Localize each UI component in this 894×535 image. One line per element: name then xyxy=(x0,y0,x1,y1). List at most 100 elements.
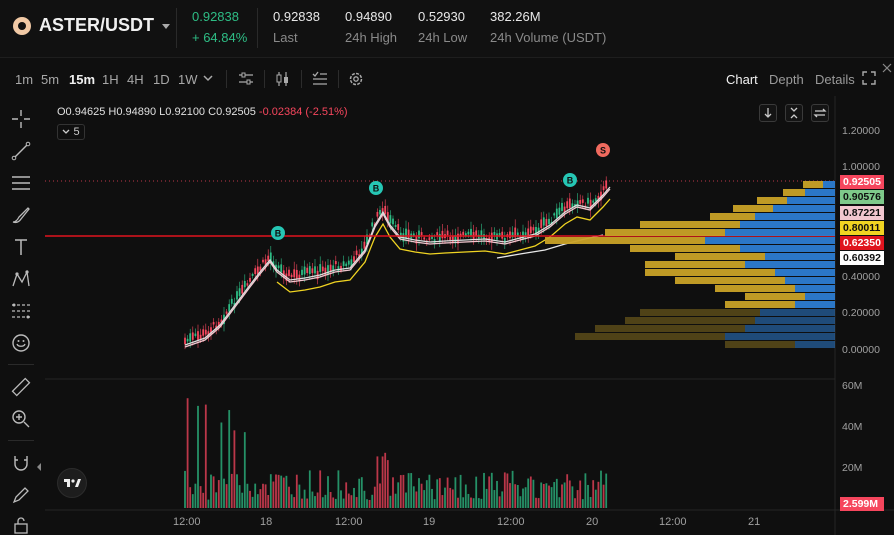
volume-profile-buy xyxy=(795,341,835,348)
volume-profile-buy xyxy=(755,317,835,324)
pair-selector[interactable]: ASTER/USDT xyxy=(13,15,171,36)
close-icon[interactable] xyxy=(881,62,893,74)
candle-body xyxy=(262,259,264,263)
horizontal-lines-icon[interactable] xyxy=(10,172,32,194)
candle-body xyxy=(228,304,231,312)
candle-body xyxy=(379,209,381,215)
candle-body xyxy=(542,217,545,226)
volume-profile-buy xyxy=(745,325,835,332)
candle-body xyxy=(457,233,459,244)
volume-bar xyxy=(581,499,584,508)
timeframe-5m[interactable]: 5m xyxy=(41,72,60,87)
candle-body xyxy=(259,266,262,271)
fib-icon[interactable] xyxy=(10,300,32,322)
timeframe-1m[interactable]: 1m xyxy=(15,72,34,87)
timeframe-1h[interactable]: 1H xyxy=(102,72,119,87)
volume-profile-sell xyxy=(675,253,765,260)
candlestick-icon[interactable] xyxy=(274,70,292,88)
volume-bar xyxy=(418,478,420,508)
volume-bar xyxy=(516,485,519,508)
chart-area[interactable]: B B B S O0.94625 H0.94890 L0.92100 C0.92505… xyxy=(45,96,894,535)
toolbar-divider xyxy=(226,70,227,88)
candle-body xyxy=(386,212,389,222)
volume-profile-sell xyxy=(725,341,795,348)
volume-bar xyxy=(509,483,511,508)
volume-bar xyxy=(288,486,290,508)
refresh-button[interactable] xyxy=(811,104,829,122)
tab-chart[interactable]: Chart xyxy=(726,72,758,87)
volume-bar xyxy=(568,480,571,508)
ma-line-pink xyxy=(184,188,611,348)
timeframe-15m[interactable]: 15m xyxy=(69,72,96,87)
timeframe-1d[interactable]: 1D xyxy=(153,72,170,87)
volume-profile-buy xyxy=(823,181,835,188)
volume-bar xyxy=(217,480,220,508)
trend-line-icon[interactable] xyxy=(10,140,32,162)
tradingview-logo[interactable] xyxy=(57,468,87,498)
volume-profile-buy xyxy=(740,221,835,228)
tab-details[interactable]: Details xyxy=(815,72,855,87)
volume-profile-sell xyxy=(725,301,795,308)
volume-profile-sell xyxy=(630,245,740,252)
indicators-toggle[interactable]: 5 xyxy=(57,124,85,140)
candle-body xyxy=(199,334,202,340)
volume-bar xyxy=(561,484,563,508)
volume-profile-sell xyxy=(745,293,805,300)
volume-bar xyxy=(212,476,215,508)
candle-body xyxy=(594,198,597,202)
volume-bar xyxy=(184,470,186,508)
gear-icon[interactable] xyxy=(347,70,365,88)
ohlc-readout: O0.94625 H0.94890 L0.92100 C0.92505 -0.0… xyxy=(57,106,348,118)
chevron-left-icon[interactable] xyxy=(36,462,42,472)
volume-bar xyxy=(514,484,517,508)
volume-bar xyxy=(350,495,353,508)
pattern-icon[interactable] xyxy=(10,268,32,290)
volume-profile-buy xyxy=(805,293,835,300)
candle-body xyxy=(397,224,400,231)
candle-body xyxy=(412,233,415,237)
timeframe-4h[interactable]: 4H xyxy=(127,72,144,87)
stat-value: 0.92838 xyxy=(273,9,320,24)
volume-bar xyxy=(464,484,467,508)
ruler-icon[interactable] xyxy=(10,376,32,398)
text-tool-icon[interactable] xyxy=(10,236,32,258)
tab-depth[interactable]: Depth xyxy=(769,72,804,87)
chevron-down-icon[interactable] xyxy=(202,72,214,84)
candle-body xyxy=(436,232,439,236)
candlestick-chart[interactable]: B B B S xyxy=(45,96,894,535)
brush-icon[interactable] xyxy=(10,204,32,226)
candle-body xyxy=(311,268,314,274)
volume-bar xyxy=(275,474,277,508)
chart-toolbar: 1m 5m 15m 1H 4H 1D 1W Chart Depth Detail… xyxy=(0,62,894,92)
emoji-icon[interactable] xyxy=(10,332,32,354)
time-axis-label: 20 xyxy=(586,516,599,528)
candle-body xyxy=(407,229,410,238)
lock-icon[interactable] xyxy=(10,514,32,535)
volume-profile-sell xyxy=(640,309,760,316)
indicators-icon[interactable] xyxy=(311,70,329,88)
candle-body xyxy=(308,266,311,274)
timeframe-1w[interactable]: 1W xyxy=(178,72,198,87)
collapse-button[interactable] xyxy=(785,104,803,122)
candle-body xyxy=(236,291,238,300)
candle-body xyxy=(441,230,444,239)
volume-bar xyxy=(324,494,327,508)
zoom-in-icon[interactable] xyxy=(10,408,32,430)
candle-body xyxy=(334,261,337,265)
pencil-lock-icon[interactable] xyxy=(10,484,32,506)
candle-body xyxy=(540,219,543,229)
volume-profile-buy xyxy=(745,261,835,268)
sliders-icon[interactable] xyxy=(237,70,255,88)
stat-label: Last xyxy=(273,30,298,45)
ma-line-yellow xyxy=(276,198,611,293)
volume-bar xyxy=(529,476,532,508)
crosshair-icon[interactable] xyxy=(10,108,32,130)
fullscreen-icon[interactable] xyxy=(862,71,876,85)
volume-profile-sell xyxy=(803,181,823,188)
volume-bar xyxy=(451,489,454,508)
magnet-icon[interactable] xyxy=(10,452,32,474)
scroll-down-button[interactable] xyxy=(759,104,777,122)
indicator-count: 5 xyxy=(73,126,80,138)
candle-body xyxy=(389,215,392,224)
candle-body xyxy=(303,266,306,275)
